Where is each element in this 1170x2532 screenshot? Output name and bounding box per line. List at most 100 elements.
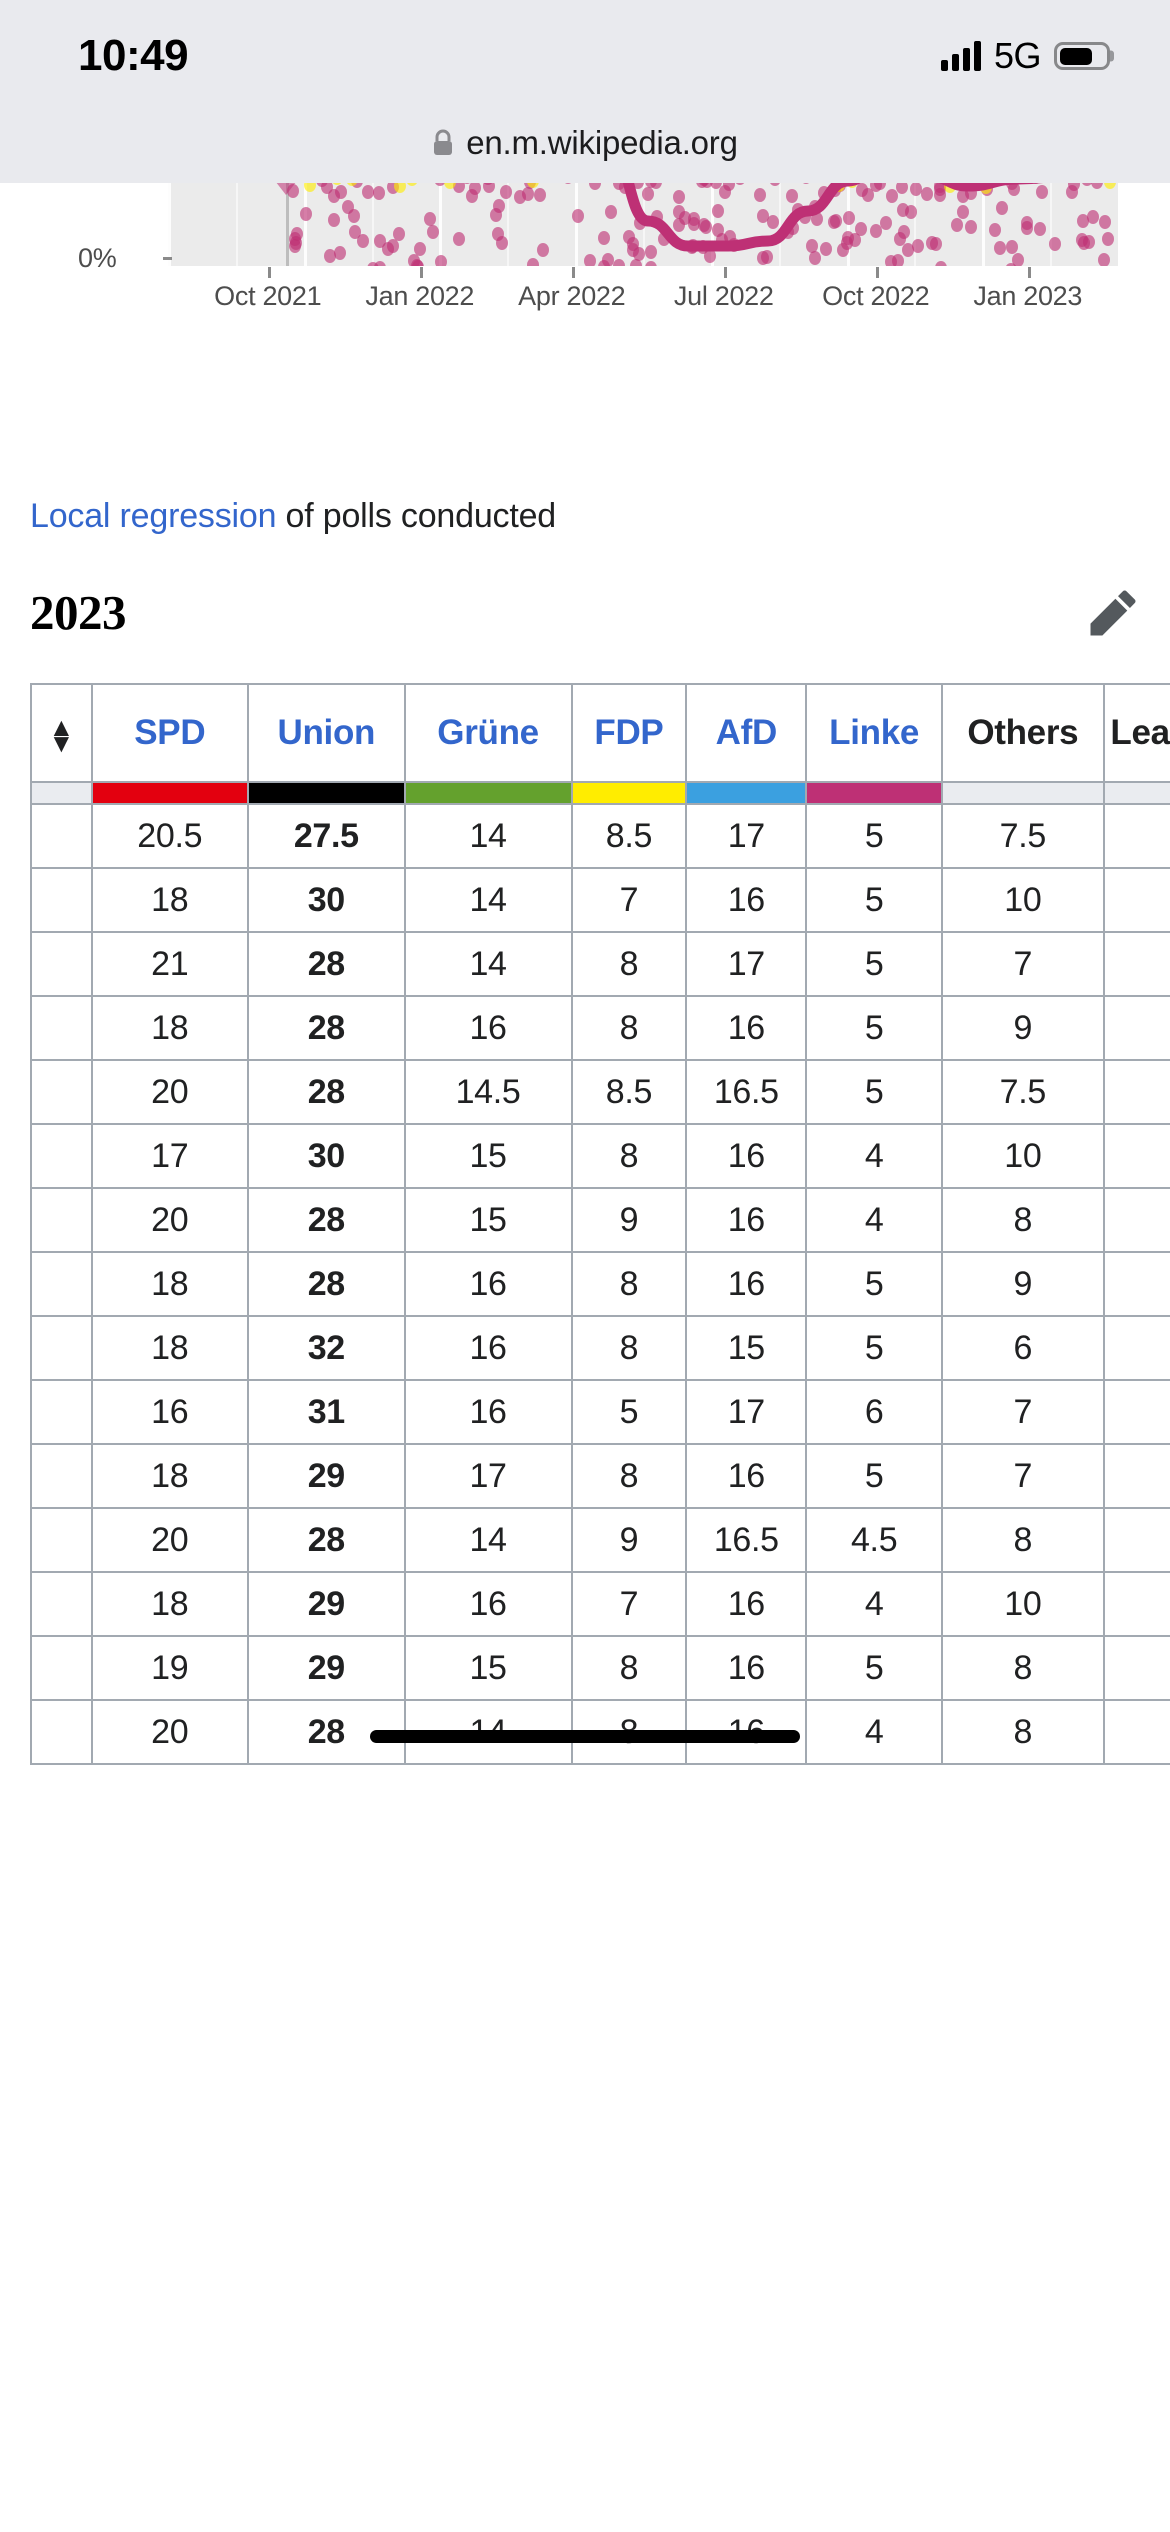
election-date-line xyxy=(286,183,289,266)
party-link-fdp[interactable]: FDP xyxy=(594,713,664,752)
chart-data-point xyxy=(849,232,862,247)
chart-data-point xyxy=(461,183,474,185)
polling-chart: 0% Oct 2021 Jan 2022 Apr 2022 Jul 2022 Oct 2… xyxy=(0,183,1170,445)
party-link-afd[interactable]: AfD xyxy=(715,713,778,752)
chart-data-point xyxy=(562,183,575,185)
chart-data-point xyxy=(373,186,386,201)
table-cell-grüne: 15 xyxy=(403,1635,573,1701)
local-regression-link[interactable]: Local regression xyxy=(30,497,277,535)
chart-data-point xyxy=(886,188,899,203)
table-cell-spd: 20.5 xyxy=(90,803,250,869)
table-cell-fdp: 8 xyxy=(570,1443,688,1509)
table-cell-afd: 16 xyxy=(685,1251,808,1317)
table-cell-fdp: 8 xyxy=(570,1251,688,1317)
chart-data-point xyxy=(333,245,346,260)
table-cell-afd: 16.5 xyxy=(685,1059,808,1125)
party-color-bar-fdp xyxy=(570,782,688,805)
chart-gridline-v xyxy=(303,183,307,266)
x-axis-tick-label: Oct 2022 xyxy=(822,281,930,311)
party-color-bar-grüne xyxy=(403,782,573,805)
table-body: 20.527.5148.51757.5718301471651012212814… xyxy=(30,803,1170,1765)
chart-data-point xyxy=(644,261,657,266)
table-row: 17301581641013 xyxy=(30,1123,1170,1189)
chart-gridline-v xyxy=(982,183,986,266)
chart-data-point xyxy=(598,231,611,246)
table-cell-lead: 10 xyxy=(1102,1635,1170,1701)
table-row-indicator xyxy=(30,1315,93,1381)
chart-gridline-v xyxy=(168,183,171,266)
party-link-linke[interactable]: Linke xyxy=(829,713,920,752)
chart-data-point xyxy=(362,185,375,200)
party-link-spd[interactable]: SPD xyxy=(134,713,206,752)
chart-data-point xyxy=(704,248,717,263)
table-cell-grüne: 16 xyxy=(403,1315,573,1381)
table-cell-spd: 18 xyxy=(90,1571,250,1637)
chart-data-point xyxy=(527,258,540,266)
chart-data-point xyxy=(964,220,977,235)
table-cell-union: 29 xyxy=(247,1571,406,1637)
table-cell-lead: 14 xyxy=(1102,1315,1170,1381)
x-axis-tick-mark xyxy=(1027,267,1031,278)
chart-data-point xyxy=(905,204,918,219)
table-header-fdp[interactable]: FDP xyxy=(570,683,688,783)
chart-data-point xyxy=(645,244,658,259)
polling-table-scroll[interactable]: ▲▼ SPD Union Grüne FDP AfD Linke OthersLead▲▼ 2… xyxy=(0,683,1170,1765)
chart-data-point xyxy=(842,210,855,225)
table-cell-linke: 5 xyxy=(805,1635,943,1701)
table-cell-afd: 15 xyxy=(685,1315,808,1381)
chart-data-point xyxy=(894,232,907,247)
table-cell-linke: 5 xyxy=(805,995,943,1061)
party-color-bar-linke xyxy=(805,782,943,805)
chart-data-point xyxy=(631,183,644,189)
page-content: 0% Oct 2021 Jan 2022 Apr 2022 Jul 2022 Oct 2… xyxy=(0,183,1170,1765)
party-link-union[interactable]: Union xyxy=(277,713,376,752)
x-axis-tick-mark xyxy=(267,267,271,278)
table-cell-lead: 8 xyxy=(1102,1507,1170,1573)
table-header-union[interactable]: Union xyxy=(247,683,406,783)
chart-data-point xyxy=(935,261,948,266)
table-header-linke[interactable]: Linke xyxy=(805,683,943,783)
chart-data-point xyxy=(1012,253,1025,266)
table-row-indicator xyxy=(30,1635,93,1701)
polling-table: ▲▼ SPD Union Grüne FDP AfD Linke OthersLead▲▼ 2… xyxy=(30,683,1170,1765)
table-row-indicator xyxy=(30,1187,93,1253)
chart-data-point xyxy=(1005,240,1018,255)
chart-data-point xyxy=(443,183,456,190)
table-cell-linke: 4 xyxy=(805,1571,943,1637)
table-cell-linke: 4 xyxy=(805,1123,943,1189)
table-cell-linke: 5 xyxy=(805,1251,943,1317)
table-cell-linke: 4 xyxy=(805,1187,943,1253)
table-header-grüne[interactable]: Grüne xyxy=(403,683,573,783)
sort-toggle-first-column[interactable]: ▲ ▼ xyxy=(30,683,93,783)
table-row: 1829178165711 xyxy=(30,1443,1170,1509)
browser-address-bar[interactable]: en.m.wikipedia.org xyxy=(0,118,1170,183)
table-cell-others: 10 xyxy=(940,867,1105,933)
table-cell-fdp: 8.5 xyxy=(570,1059,688,1125)
table-cell-afd: 16 xyxy=(685,1571,808,1637)
table-row: 1828168165910 xyxy=(30,995,1170,1061)
party-color-bar-blank xyxy=(30,782,93,805)
table-cell-lead: 7 xyxy=(1102,931,1170,997)
chart-data-point xyxy=(345,183,358,186)
pencil-edit-icon[interactable] xyxy=(1086,586,1140,640)
x-axis-tick-mark xyxy=(571,267,575,278)
chart-caption: Local regression of polls conducted xyxy=(0,497,1170,536)
table-row: 20 28 15 9 16 4 8 8 xyxy=(30,1187,1170,1253)
x-axis-tick-label: Oct 2021 xyxy=(214,281,322,311)
chart-data-point xyxy=(288,231,301,246)
table-row: 20 28 14.5 8.5 16.5 5 7.5 8 xyxy=(30,1059,1170,1125)
table-row-indicator xyxy=(30,995,93,1061)
table-header-spd[interactable]: SPD xyxy=(90,683,250,783)
chart-data-point xyxy=(884,254,897,266)
party-color-bar-union xyxy=(247,782,406,805)
table-row-indicator xyxy=(30,1251,93,1317)
battery-icon xyxy=(1054,42,1110,70)
party-link-grüne[interactable]: Grüne xyxy=(437,713,539,752)
party-color-bar-blank xyxy=(940,782,1105,805)
chart-data-point xyxy=(452,183,465,193)
chart-data-point xyxy=(328,212,341,227)
table-header-lead[interactable]: Lead▲▼ xyxy=(1102,683,1170,783)
table-header-afd[interactable]: AfD xyxy=(685,683,808,783)
chart-data-point xyxy=(490,208,503,223)
